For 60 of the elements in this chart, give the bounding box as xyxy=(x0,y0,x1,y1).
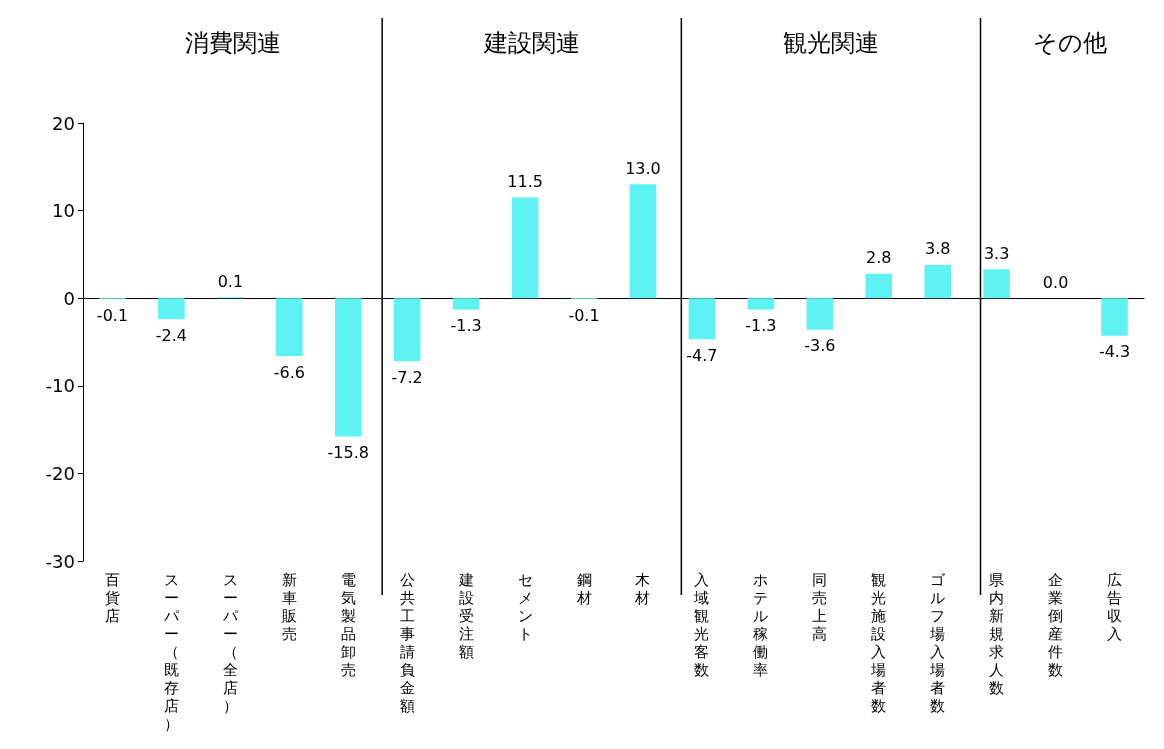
data-label: -6.6 xyxy=(273,362,305,382)
bar xyxy=(158,298,185,320)
data-label: 13.0 xyxy=(625,158,661,178)
bar xyxy=(334,298,362,437)
y-tick-label: 20 xyxy=(52,112,75,134)
data-label: 3.8 xyxy=(924,239,951,259)
bar xyxy=(276,298,303,357)
x-tick-label: 入域観光客数 xyxy=(693,571,710,679)
x-tick-label: 同売上高 xyxy=(812,571,828,643)
y-tick-label: -10 xyxy=(45,375,75,397)
data-label: -2.4 xyxy=(155,325,188,345)
data-label: -4.3 xyxy=(1098,342,1131,362)
data-label: 11.5 xyxy=(507,171,543,191)
text: 消費関連 xyxy=(184,29,281,57)
x-tick-label: ゴルフ場入場者数 xyxy=(929,571,947,715)
bar xyxy=(806,298,834,330)
bar xyxy=(511,197,539,299)
x-tick-label: 新車販売 xyxy=(281,571,297,643)
data-label: -4.7 xyxy=(686,345,718,365)
data-label: 2.8 xyxy=(866,248,892,268)
data-label: -0.1 xyxy=(96,305,129,325)
bar xyxy=(688,298,716,340)
data-label: -3.6 xyxy=(804,336,836,356)
x-tick-label: 県内新規求人数 xyxy=(989,571,1005,697)
y-tick-label: -20 xyxy=(45,462,75,484)
category-label: スーパー（既存店） xyxy=(163,571,179,733)
x-tick-label: 建設受注額 xyxy=(457,571,474,661)
data-label: -1.3 xyxy=(745,316,777,336)
text: 建設関連 xyxy=(482,29,580,57)
x-tick-label: 企業倒産件数 xyxy=(1048,571,1064,679)
y-tick-label: 10 xyxy=(52,200,75,222)
x-tick-label: 百貨店 xyxy=(104,571,120,625)
bar xyxy=(629,184,657,299)
x-tick-label: スーパー（全店） xyxy=(221,571,239,715)
y-tick-label: -30 xyxy=(45,550,75,572)
bar xyxy=(924,264,951,299)
bar xyxy=(865,273,893,299)
x-tick-label: 公共工事請負金額 xyxy=(399,571,415,715)
text: 観光関連 xyxy=(782,29,879,57)
x-tick-label: 観光施設入場者数 xyxy=(870,571,887,715)
data-label: -15.8 xyxy=(327,443,369,463)
bar xyxy=(983,269,1010,299)
bar xyxy=(1101,298,1128,336)
x-tick-label: 広告収入 xyxy=(1107,571,1123,643)
x-tick-label: 鋼材 xyxy=(575,571,592,607)
data-label: 0.0 xyxy=(1042,272,1069,292)
bar xyxy=(452,298,480,310)
x-tick-label: 木材 xyxy=(634,571,651,607)
bar xyxy=(747,298,775,310)
y-tick-label: 0 xyxy=(63,287,75,309)
x-tick-label: ホテル稼働率 xyxy=(753,571,769,679)
data-label: 0.1 xyxy=(217,271,244,291)
data-label: -7.2 xyxy=(391,367,423,387)
x-tick-label: セメント xyxy=(517,571,533,643)
data-label: -1.3 xyxy=(450,316,482,336)
data-label: 3.3 xyxy=(983,243,1010,263)
text: その他 xyxy=(1033,29,1108,57)
bar xyxy=(393,298,421,362)
data-label: -0.1 xyxy=(568,305,600,325)
x-tick-label: 電気製品卸売 xyxy=(340,571,356,679)
